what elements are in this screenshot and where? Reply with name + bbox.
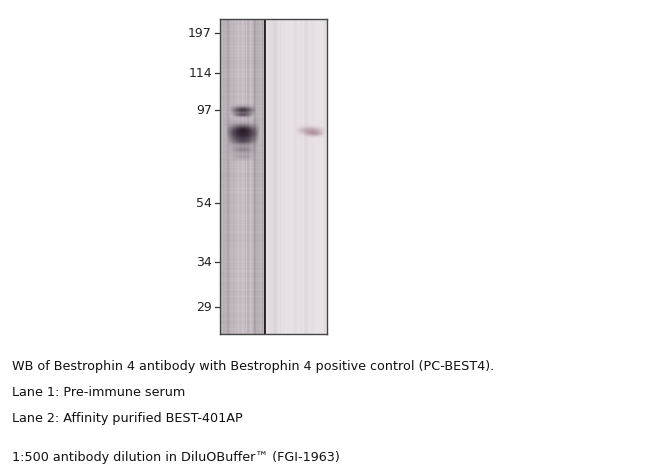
Text: WB of Bestrophin 4 antibody with Bestrophin 4 positive control (PC-BEST4).: WB of Bestrophin 4 antibody with Bestrop… [12, 360, 494, 373]
Text: 34: 34 [196, 256, 212, 269]
Text: 1:500 antibody dilution in DiluOBuffer™ (FGI-1963): 1:500 antibody dilution in DiluOBuffer™ … [12, 451, 339, 465]
Text: Lane 2: Affinity purified BEST-401AP: Lane 2: Affinity purified BEST-401AP [12, 412, 242, 425]
Text: Lane 1: Pre-immune serum: Lane 1: Pre-immune serum [12, 386, 185, 399]
Text: 29: 29 [196, 301, 212, 314]
Text: 54: 54 [196, 197, 212, 210]
Text: 114: 114 [188, 67, 212, 80]
Text: 97: 97 [196, 104, 212, 117]
Text: 197: 197 [188, 27, 212, 40]
